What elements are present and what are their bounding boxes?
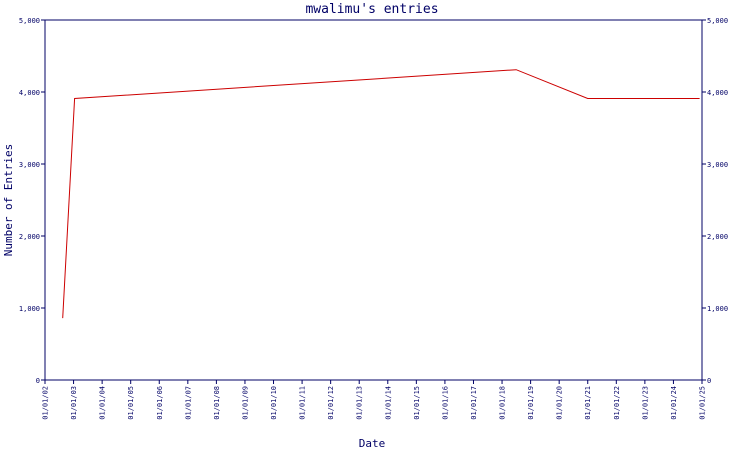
- x-tick-label: 01/01/03: [70, 386, 78, 420]
- x-tick-label: 01/01/02: [42, 386, 50, 420]
- x-tick-label: 01/01/25: [699, 386, 707, 420]
- series-layer: [62, 69, 700, 319]
- x-axis: 01/01/02 01/01/03 01/01/04 01/01/05 01/01/06…: [42, 380, 707, 420]
- x-tick-label: 01/01/08: [213, 386, 221, 420]
- y-tick-label-right: 0: [707, 377, 711, 385]
- y-tick-label-right: 4,000: [707, 89, 728, 97]
- x-tick-label: 01/01/19: [527, 386, 535, 420]
- x-tick-label: 01/01/16: [441, 386, 449, 420]
- y-axis-left: 0 1,000 2,000 3,000 4,000 5,000: [19, 17, 45, 385]
- y-tick-label-left: 3,000: [19, 161, 40, 169]
- x-tick-label: 01/01/13: [356, 386, 364, 420]
- x-tick-label: 01/01/24: [670, 386, 678, 420]
- x-tick-label: 01/01/10: [270, 386, 278, 420]
- y-tick-label-right: 2,000: [707, 233, 728, 241]
- y-tick-label-right: 1,000: [707, 305, 728, 313]
- y-tick-label-left: 4,000: [19, 89, 40, 97]
- x-tick-label: 01/01/05: [127, 386, 135, 420]
- x-tick-label: 01/01/14: [384, 386, 392, 420]
- y-tick-label-left: 0: [36, 377, 40, 385]
- y-tick-label-right: 5,000: [707, 17, 728, 25]
- y-tick-label-left: 1,000: [19, 305, 40, 313]
- x-tick-label: 01/01/07: [184, 386, 192, 420]
- x-tick-label: 01/01/23: [641, 386, 649, 420]
- x-tick-label: 01/01/09: [241, 386, 249, 420]
- x-tick-label: 01/01/20: [556, 386, 564, 420]
- x-tick-label: 01/01/06: [156, 386, 164, 420]
- plot-frame: [44, 19, 703, 381]
- x-tick-label: 01/01/12: [327, 386, 335, 420]
- x-tick-label: 01/01/15: [413, 386, 421, 420]
- x-tick-label: 01/01/18: [499, 386, 507, 420]
- y-axis-right: 0 1,000 2,000 3,000 4,000 5,000: [702, 17, 728, 385]
- x-axis-label: Date: [359, 437, 386, 450]
- chart-title: mwalimu's entries: [305, 2, 438, 17]
- x-tick-label: 01/01/22: [613, 386, 621, 420]
- y-tick-label-left: 2,000: [19, 233, 40, 241]
- x-tick-label: 01/01/21: [584, 386, 592, 420]
- y-tick-label-left: 5,000: [19, 17, 40, 25]
- y-axis-label: Number of Entries: [2, 144, 15, 257]
- x-tick-label: 01/01/11: [299, 386, 307, 420]
- x-tick-label: 01/01/17: [470, 386, 478, 420]
- y-tick-label-right: 3,000: [707, 161, 728, 169]
- x-tick-label: 01/01/04: [99, 386, 107, 420]
- series-line: [62, 69, 700, 319]
